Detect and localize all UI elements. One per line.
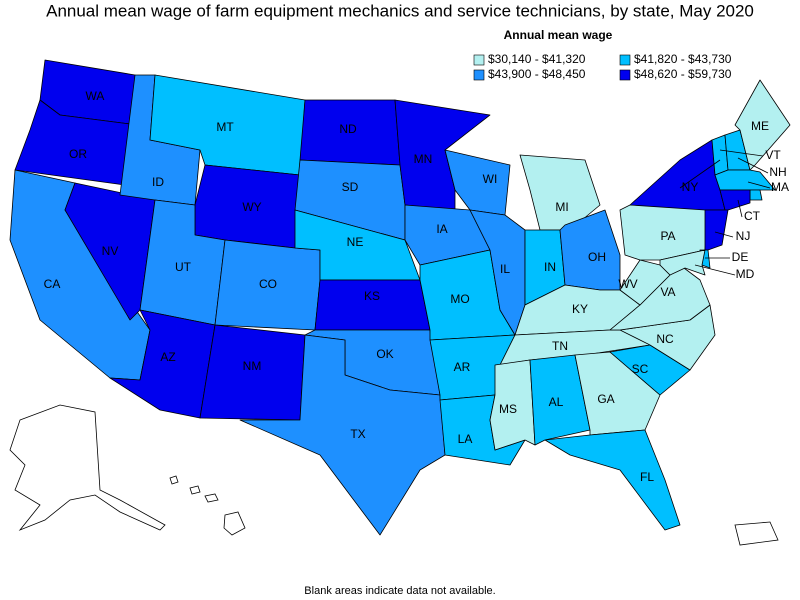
legend-swatch bbox=[619, 54, 631, 66]
state-label: NJ bbox=[736, 229, 751, 243]
leader-line bbox=[694, 264, 736, 276]
state-label: LA bbox=[458, 432, 473, 446]
state-label: NH bbox=[769, 165, 786, 179]
state-label: MA bbox=[771, 180, 789, 194]
state-label: WI bbox=[483, 172, 498, 186]
leader-line bbox=[737, 199, 743, 218]
state-label: OK bbox=[376, 347, 393, 361]
state-label: ID bbox=[152, 175, 164, 189]
footnote: Blank areas indicate data not available. bbox=[304, 585, 495, 597]
state-label: WY bbox=[242, 200, 261, 214]
state-label: IN bbox=[544, 260, 556, 274]
states: WA OR CA NV ID MT WY UT CO AZ NM ND SD NE KS OK TX MN IA MO… bbox=[9, 59, 791, 536]
state-label: TX bbox=[350, 427, 365, 441]
state bbox=[529, 354, 591, 446]
state bbox=[749, 189, 763, 201]
state-label: WV bbox=[618, 277, 637, 291]
state-label: MN bbox=[414, 152, 433, 166]
state-label: UT bbox=[175, 260, 192, 274]
state-label: PA bbox=[660, 229, 675, 243]
legend-label: $43,900 - $48,450 bbox=[488, 67, 586, 81]
alaska bbox=[9, 404, 166, 531]
state-label: IL bbox=[500, 262, 510, 276]
state-label: MO bbox=[450, 292, 469, 306]
state-label: AZ bbox=[160, 350, 175, 364]
legend-swatch bbox=[473, 69, 485, 81]
state-label: GA bbox=[597, 392, 614, 406]
state bbox=[314, 279, 431, 331]
state-label: OR bbox=[69, 147, 87, 161]
state bbox=[544, 429, 681, 531]
state-label: AR bbox=[454, 360, 471, 374]
map-title: Annual mean wage of farm equipment mecha… bbox=[46, 1, 754, 20]
puerto-rico bbox=[734, 521, 779, 546]
leader-line bbox=[747, 181, 771, 189]
state-label: NV bbox=[102, 244, 119, 258]
state-label: NM bbox=[243, 359, 262, 373]
state-label: MT bbox=[216, 120, 234, 134]
leader-line bbox=[679, 159, 721, 189]
state-label: VA bbox=[660, 285, 675, 299]
state-label: AL bbox=[549, 395, 564, 409]
state-label: FL bbox=[640, 470, 654, 484]
state-label: SC bbox=[632, 362, 649, 376]
state-label: IA bbox=[436, 222, 447, 236]
state-label: MI bbox=[555, 200, 568, 214]
state-label: CA bbox=[44, 277, 61, 291]
legend-swatch bbox=[619, 69, 631, 81]
state bbox=[239, 334, 446, 536]
state-label: KS bbox=[364, 289, 380, 303]
state-label: DE bbox=[732, 250, 749, 264]
state-label: MD bbox=[736, 267, 755, 281]
state-label: ME bbox=[751, 119, 769, 133]
state bbox=[719, 189, 751, 211]
state-label: VT bbox=[765, 148, 781, 162]
legend-title: Annual mean wage bbox=[504, 28, 613, 42]
legend-label: $30,140 - $41,320 bbox=[488, 52, 586, 66]
state-label: TN bbox=[552, 339, 568, 353]
legend-label: $41,820 - $43,730 bbox=[634, 52, 732, 66]
state-label: NC bbox=[656, 332, 674, 346]
state bbox=[659, 249, 706, 276]
state bbox=[734, 79, 791, 171]
legend-label: $48,620 - $59,730 bbox=[634, 67, 732, 81]
state bbox=[704, 209, 729, 251]
state bbox=[629, 139, 726, 211]
leader-line bbox=[714, 231, 734, 238]
leader-line bbox=[719, 149, 764, 157]
state-label: CO bbox=[259, 277, 277, 291]
legend-swatch bbox=[473, 54, 485, 66]
state-label: ND bbox=[339, 122, 357, 136]
state-label: SD bbox=[342, 180, 359, 194]
legend: $30,140 - $41,320 $41,820 - $43,730 $43,90… bbox=[473, 52, 732, 81]
state-label: WA bbox=[86, 89, 105, 103]
state-label: MS bbox=[499, 402, 517, 416]
state-label: NE bbox=[347, 235, 364, 249]
state-label: KY bbox=[572, 302, 588, 316]
state-label: OH bbox=[588, 250, 606, 264]
leader-line bbox=[737, 157, 769, 174]
state-label: CT bbox=[744, 209, 761, 223]
state bbox=[394, 99, 491, 211]
state-label: NY bbox=[682, 180, 699, 194]
hawaii bbox=[169, 475, 246, 536]
